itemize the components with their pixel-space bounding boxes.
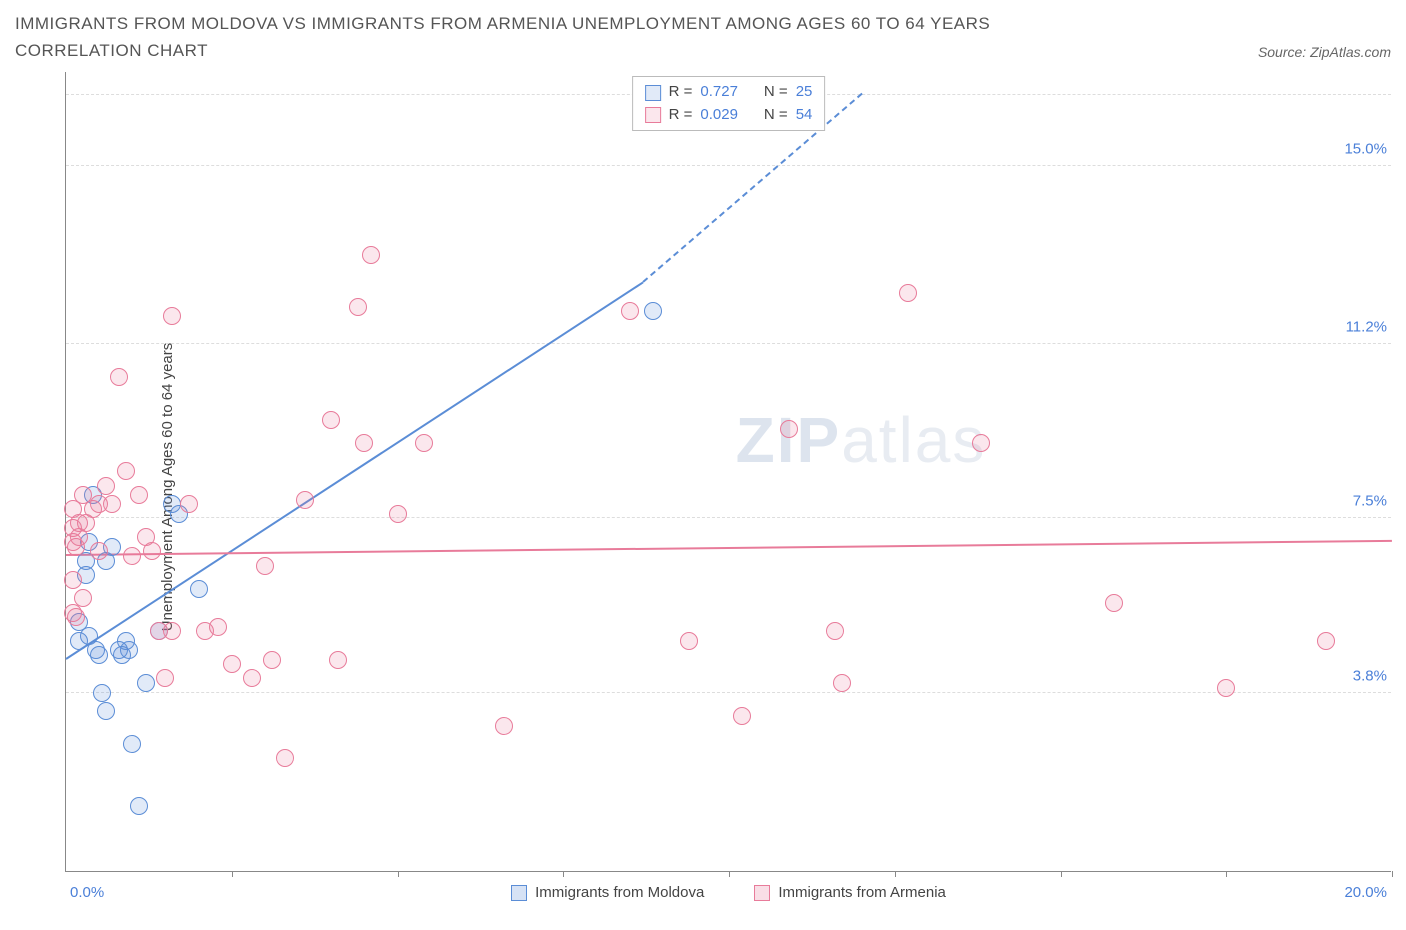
data-point [276,749,294,767]
legend-swatch [511,885,527,901]
y-tick-label: 3.8% [1353,667,1393,684]
trend-line [65,281,643,659]
legend-r-label: R = [669,104,693,127]
legend-n-label: N = [764,104,788,127]
data-point [97,702,115,720]
x-tick-label: 20.0% [1344,884,1387,901]
data-point [826,622,844,640]
data-point [163,307,181,325]
data-point [120,641,138,659]
gridline [66,165,1391,166]
data-point [163,622,181,640]
data-point [67,608,85,626]
legend-series-item: Immigrants from Moldova [511,884,704,901]
x-tick [895,871,896,877]
data-point [190,580,208,598]
data-point [180,495,198,513]
data-point [130,797,148,815]
data-point [733,707,751,725]
data-point [1105,594,1123,612]
legend-r-value: 0.727 [700,81,738,104]
data-point [349,298,367,316]
data-point [362,246,380,264]
data-point [223,655,241,673]
legend-swatch [754,885,770,901]
data-point [137,674,155,692]
plot-region: ZIPatlas R =0.727N =25R =0.029N =54 Immi… [65,72,1391,872]
x-tick-label: 0.0% [70,884,104,901]
legend-series-label: Immigrants from Moldova [535,884,704,901]
data-point [209,618,227,636]
chart-area: Unemployment Among Ages 60 to 64 years Z… [15,72,1391,902]
watermark: ZIPatlas [736,403,987,477]
legend-series-item: Immigrants from Armenia [754,884,946,901]
data-point [621,302,639,320]
data-point [90,646,108,664]
data-point [322,411,340,429]
data-point [833,674,851,692]
data-point [93,684,111,702]
legend-stats: R = 0.727 N = 25 R = 0.029 N = 54 [632,76,826,131]
x-tick [1226,871,1227,877]
data-point [64,571,82,589]
data-point [644,302,662,320]
legend-stat-row: R = 0.727 N = 25 [645,81,813,104]
data-point [1317,632,1335,650]
data-point [90,542,108,560]
data-point [389,505,407,523]
data-point [110,368,128,386]
y-tick-label: 7.5% [1353,493,1393,510]
data-point [103,495,121,513]
watermark-bold: ZIP [736,404,842,476]
legend-n-label: N = [764,81,788,104]
data-point [256,557,274,575]
data-point [972,434,990,452]
data-point [263,651,281,669]
legend-n-value: 25 [796,81,813,104]
gridline [66,517,1391,518]
data-point [899,284,917,302]
data-point [117,462,135,480]
gridline [66,343,1391,344]
data-point [329,651,347,669]
data-point [123,547,141,565]
data-point [123,735,141,753]
chart-title: IMMIGRANTS FROM MOLDOVA VS IMMIGRANTS FR… [15,10,1115,64]
legend-stat-row: R = 0.029 N = 54 [645,104,813,127]
legend-series: Immigrants from Moldova Immigrants from A… [66,884,1391,901]
data-point [156,669,174,687]
legend-r-label: R = [669,81,693,104]
x-tick [1061,871,1062,877]
data-point [97,477,115,495]
data-point [780,420,798,438]
data-point [296,491,314,509]
data-point [130,486,148,504]
x-tick [729,871,730,877]
y-tick-label: 11.2% [1346,319,1393,336]
chart-source: Source: ZipAtlas.com [1258,44,1391,64]
data-point [243,669,261,687]
x-tick [1392,871,1393,877]
gridline [66,692,1391,693]
data-point [415,434,433,452]
x-tick [563,871,564,877]
x-tick [232,871,233,877]
y-tick-label: 15.0% [1344,140,1393,157]
legend-series-label: Immigrants from Armenia [778,884,946,901]
chart-header: IMMIGRANTS FROM MOLDOVA VS IMMIGRANTS FR… [15,10,1391,64]
data-point [495,717,513,735]
legend-n-value: 54 [796,104,813,127]
trend-line [66,540,1392,556]
legend-swatch [645,107,661,123]
data-point [680,632,698,650]
data-point [143,542,161,560]
x-tick [398,871,399,877]
watermark-light: atlas [841,404,986,476]
legend-swatch [645,85,661,101]
data-point [1217,679,1235,697]
data-point [355,434,373,452]
legend-r-value: 0.029 [700,104,738,127]
data-point [74,589,92,607]
